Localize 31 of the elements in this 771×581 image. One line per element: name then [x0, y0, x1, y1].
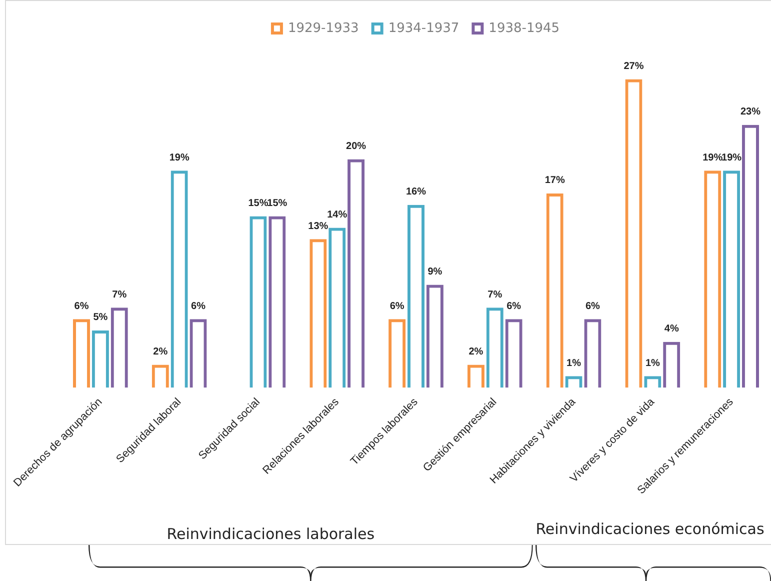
data-label: 9%: [428, 266, 442, 278]
data-label: 14%: [327, 209, 348, 220]
data-label: 6%: [390, 300, 404, 312]
legend-label: 1938-1945: [488, 20, 560, 36]
data-label: 6%: [506, 300, 522, 312]
data-label: 19%: [722, 152, 742, 164]
legend-label: 1934-1937: [388, 20, 460, 36]
text: Reinvindicaciones económicas: [536, 520, 764, 538]
data-label: 5%: [93, 312, 108, 324]
data-label: 7%: [112, 289, 127, 300]
data-label: 4%: [664, 324, 679, 335]
data-label: 1%: [566, 358, 582, 369]
data-label: 6%: [585, 300, 600, 312]
text: Reinvindicaciones laborales: [166, 525, 375, 543]
data-label: 17%: [544, 175, 565, 186]
data-label: 16%: [406, 186, 426, 198]
data-label: 6%: [191, 300, 206, 312]
data-label: 2%: [153, 346, 168, 358]
data-label: 23%: [740, 106, 761, 118]
data-label: 1%: [645, 358, 660, 369]
data-label: 19%: [702, 152, 723, 164]
data-label: 6%: [74, 300, 89, 312]
data-label: 19%: [169, 152, 190, 164]
data-label: 27%: [624, 61, 644, 72]
data-label: 13%: [308, 220, 328, 232]
data-label: 20%: [346, 140, 366, 152]
data-label: 15%: [248, 198, 268, 210]
data-label: 2%: [468, 346, 484, 358]
data-label: 15%: [267, 198, 288, 210]
data-label: 7%: [488, 289, 502, 300]
legend-label: 1929-1933: [288, 20, 359, 36]
